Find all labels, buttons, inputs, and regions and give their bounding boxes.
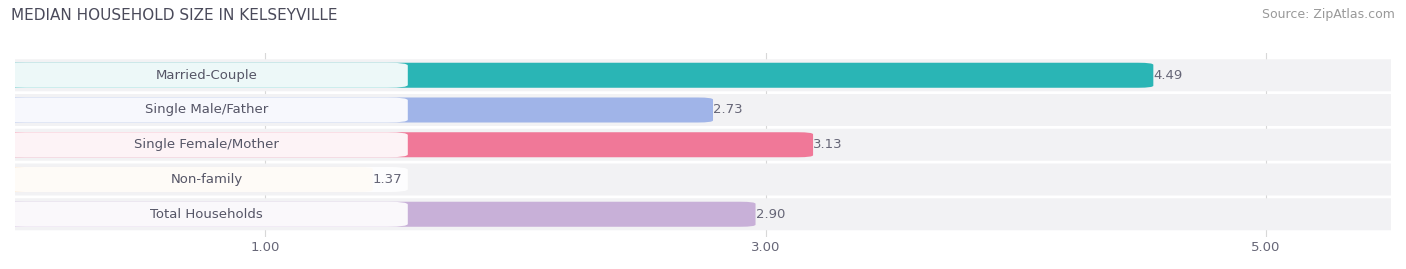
FancyBboxPatch shape [0,63,1153,88]
Text: 1.37: 1.37 [373,173,402,186]
Text: 2.90: 2.90 [755,208,785,221]
FancyBboxPatch shape [0,198,1406,230]
FancyBboxPatch shape [6,63,408,88]
FancyBboxPatch shape [0,129,1406,161]
FancyBboxPatch shape [6,132,408,157]
Text: 3.13: 3.13 [813,138,842,151]
FancyBboxPatch shape [6,202,408,227]
FancyBboxPatch shape [6,97,408,122]
FancyBboxPatch shape [0,202,755,227]
Text: Non-family: Non-family [170,173,242,186]
FancyBboxPatch shape [0,167,373,192]
Text: Total Households: Total Households [150,208,263,221]
FancyBboxPatch shape [6,167,408,192]
Text: 4.49: 4.49 [1153,69,1182,82]
FancyBboxPatch shape [0,132,813,157]
FancyBboxPatch shape [0,94,1406,126]
Text: 2.73: 2.73 [713,104,742,116]
FancyBboxPatch shape [0,97,713,122]
FancyBboxPatch shape [0,59,1406,91]
Text: Single Male/Father: Single Male/Father [145,104,269,116]
Text: Source: ZipAtlas.com: Source: ZipAtlas.com [1261,8,1395,21]
FancyBboxPatch shape [0,164,1406,196]
Text: Married-Couple: Married-Couple [156,69,257,82]
Text: Single Female/Mother: Single Female/Mother [134,138,278,151]
Text: MEDIAN HOUSEHOLD SIZE IN KELSEYVILLE: MEDIAN HOUSEHOLD SIZE IN KELSEYVILLE [11,8,337,23]
